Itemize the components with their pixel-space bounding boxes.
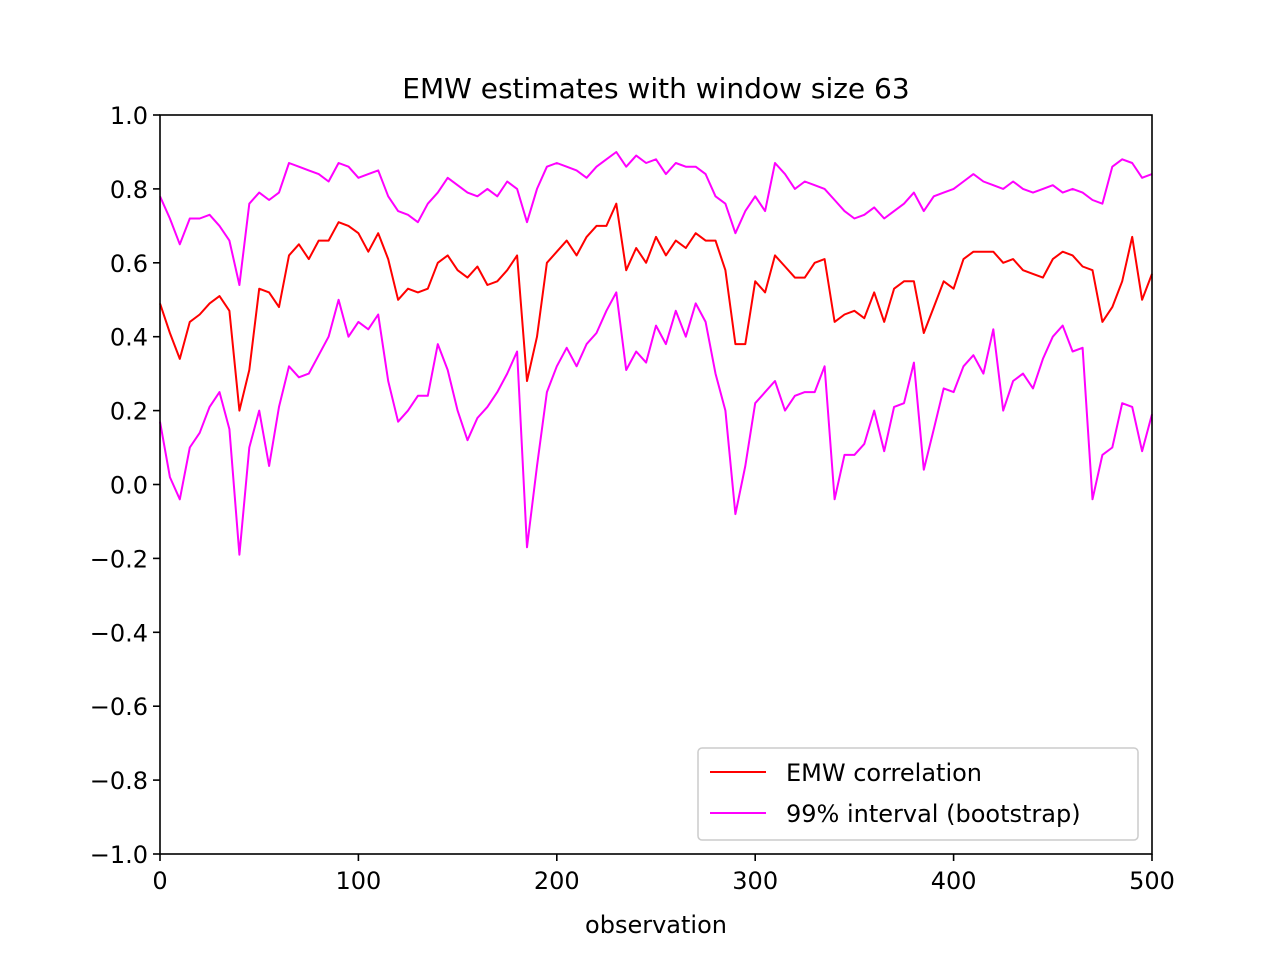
y-tick-label: 0.4	[110, 324, 148, 352]
series-line-upper	[159, 151, 1153, 286]
y-tick-label: 0.8	[110, 176, 148, 204]
y-tick-label: 0.2	[110, 398, 148, 426]
y-tick-label: −0.8	[90, 767, 148, 795]
series-line-estimate	[159, 202, 1153, 412]
y-tick-label: −1.0	[90, 841, 148, 869]
y-tick-label: 0.0	[110, 472, 148, 500]
y-tick-label: 1.0	[110, 102, 148, 130]
y-tick-label: 0.6	[110, 250, 148, 278]
x-tick-label: 100	[335, 867, 381, 895]
chart-title: EMW estimates with window size 63	[402, 72, 909, 105]
x-tick-label: 500	[1129, 867, 1175, 895]
x-axis: 0 100 200 300 400 500	[152, 854, 1175, 895]
x-tick-label: 400	[931, 867, 977, 895]
x-tick-label: 0	[152, 867, 167, 895]
series-layer	[159, 151, 1153, 556]
legend-label-correlation: EMW correlation	[786, 759, 982, 787]
legend: EMW correlation 99% interval (bootstrap)	[697, 747, 1139, 841]
x-axis-label: observation	[585, 911, 727, 939]
x-tick-label: 200	[534, 867, 580, 895]
y-tick-label: −0.6	[90, 693, 148, 721]
y-tick-label: −0.2	[90, 545, 148, 573]
y-axis: −1.0 −0.8 −0.6 −0.4 −0.2 0.0 0.2 0.4 0.6 0.8 1.0	[90, 102, 160, 869]
x-tick-label: 300	[732, 867, 778, 895]
series-line-lower	[159, 291, 1153, 556]
legend-box	[697, 747, 1139, 841]
legend-label-interval: 99% interval (bootstrap)	[786, 800, 1081, 828]
y-tick-label: −0.4	[90, 619, 148, 647]
